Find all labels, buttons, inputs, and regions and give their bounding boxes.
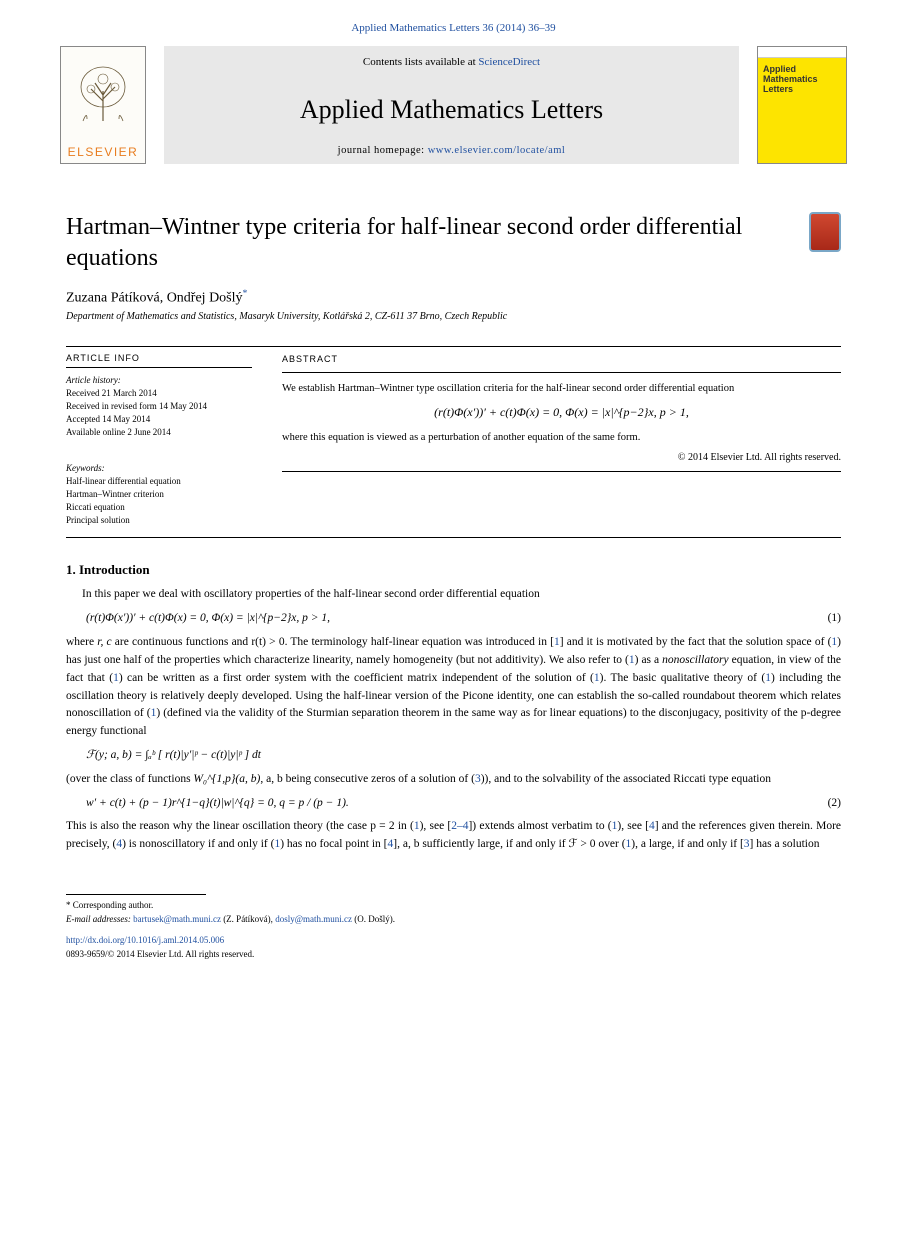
- equation-1: (r(t)Φ(x′))′ + c(t)Φ(x) = 0, Φ(x) = |x|^…: [66, 610, 330, 628]
- divider: [66, 537, 841, 538]
- journal-homepage-link[interactable]: www.elsevier.com/locate/aml: [428, 145, 566, 156]
- keywords-heading: Keywords:: [66, 463, 252, 473]
- abstract-copyright: © 2014 Elsevier Ltd. All rights reserved…: [282, 451, 841, 466]
- authors-line: Zuzana Pátíková, Ondřej Došlý*: [66, 288, 841, 307]
- author-2[interactable]: Ondřej Došlý: [167, 291, 243, 306]
- intro-paragraph: In this paper we deal with oscillatory p…: [66, 586, 841, 854]
- journal-cover-thumbnail[interactable]: Applied Mathematics Letters: [757, 46, 847, 164]
- equation-2: w′ + c(t) + (p − 1)r^{1−q}(t)|w|^{q} = 0…: [66, 795, 349, 813]
- elsevier-wordmark: ELSEVIER: [68, 145, 139, 163]
- sciencedirect-link[interactable]: ScienceDirect: [478, 56, 540, 68]
- article-info-heading: ARTICLE INFO: [66, 353, 252, 363]
- keywords-list: Half-linear differential equation Hartma…: [66, 475, 252, 527]
- abstract-equation: (r(t)Φ(x′))′ + c(t)Φ(x) = 0, Φ(x) = |x|^…: [282, 404, 841, 421]
- ref-link[interactable]: 2–4: [451, 820, 468, 832]
- journal-name: Applied Mathematics Letters: [300, 85, 603, 129]
- abstract-heading: ABSTRACT: [282, 353, 841, 366]
- equation-functional: ℱ(y; a, b) = ∫ₐᵇ [ r(t)|y′|ᵖ − c(t)|y|ᵖ …: [66, 747, 261, 765]
- author-1[interactable]: Zuzana Pátíková: [66, 291, 160, 306]
- header-citation: Applied Mathematics Letters 36 (2014) 36…: [0, 0, 907, 46]
- email-link-2[interactable]: dosly@math.muni.cz: [275, 914, 352, 924]
- equation-2-number: (2): [828, 795, 841, 813]
- crossmark-badge-icon[interactable]: [809, 212, 841, 252]
- divider: [66, 346, 841, 347]
- contents-available-line: Contents lists available at ScienceDirec…: [363, 56, 540, 68]
- corresponding-star-icon[interactable]: *: [243, 288, 248, 299]
- abstract-p1: We establish Hartman–Wintner type oscill…: [282, 381, 841, 396]
- article-title: Hartman–Wintner type criteria for half-l…: [66, 212, 797, 274]
- citation-link[interactable]: Applied Mathematics Letters 36 (2014) 36…: [351, 22, 555, 34]
- article-history: Article history: Received 21 March 2014 …: [66, 374, 252, 439]
- elsevier-logo[interactable]: ELSEVIER: [60, 46, 146, 164]
- journal-homepage-line: journal homepage: www.elsevier.com/locat…: [338, 145, 566, 156]
- abstract-p2: where this equation is viewed as a pertu…: [282, 430, 841, 445]
- elsevier-tree-icon: [61, 47, 145, 145]
- email-link-1[interactable]: bartusek@math.muni.cz: [133, 914, 221, 924]
- doi-link[interactable]: http://dx.doi.org/10.1016/j.aml.2014.05.…: [66, 935, 224, 945]
- footnotes: * Corresponding author. E-mail addresses…: [66, 899, 841, 961]
- affiliation: Department of Mathematics and Statistics…: [66, 311, 841, 322]
- footnote-rule: [66, 894, 206, 895]
- section-1-heading: 1. Introduction: [66, 562, 841, 578]
- journal-banner: ELSEVIER Contents lists available at Sci…: [60, 46, 847, 164]
- equation-1-number: (1): [828, 610, 841, 628]
- banner-center: Contents lists available at ScienceDirec…: [164, 46, 739, 164]
